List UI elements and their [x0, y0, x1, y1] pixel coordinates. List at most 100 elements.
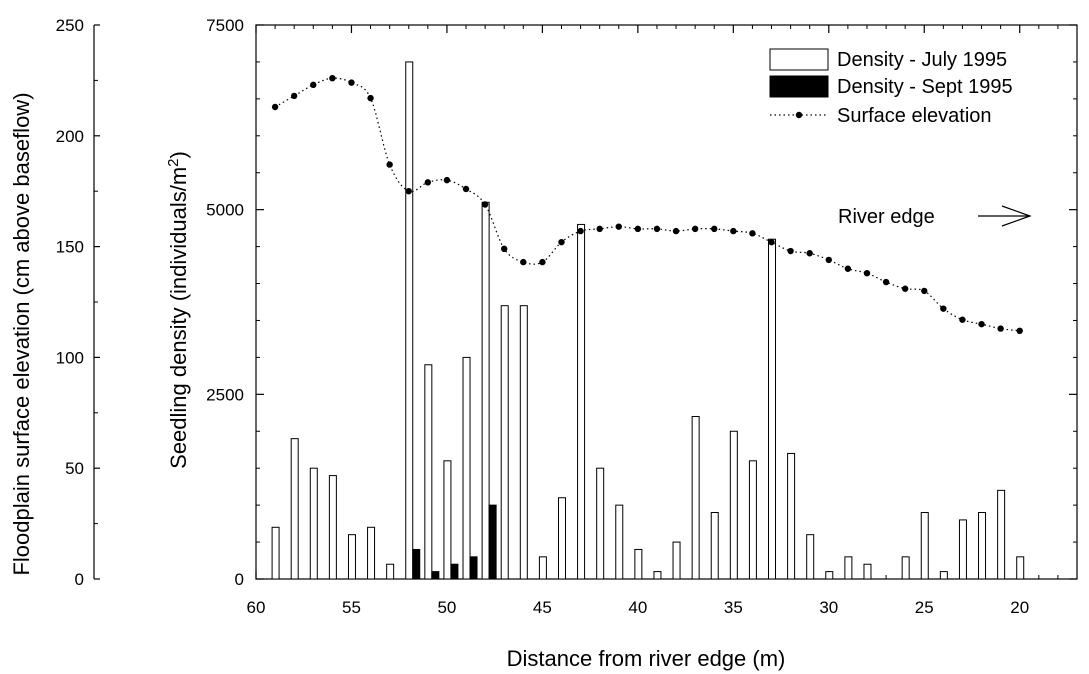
bar-july-1995 [328, 475, 337, 580]
bar-sept-1995 [431, 571, 440, 580]
elevation-point [711, 225, 718, 233]
bar-july-1995 [787, 452, 796, 580]
elevation-point [806, 250, 813, 257]
elevation-point [367, 94, 374, 102]
bar-july-1995 [691, 415, 700, 580]
bar-july-1995 [538, 556, 547, 580]
elevation-point [310, 81, 317, 89]
bar-july-1995 [557, 497, 566, 580]
y-left-tick-label: 250 [56, 16, 84, 35]
y-left-axis-label: Floodplain surface elevation (cm above b… [9, 92, 34, 575]
elevation-point [539, 258, 546, 266]
elevation-point [787, 247, 794, 255]
elevation-point [921, 287, 928, 295]
elevation-point [443, 176, 451, 184]
elevation-point [481, 201, 489, 208]
elevation-point [844, 265, 852, 272]
elevation-point [386, 161, 393, 168]
legend-label-sept: Density - Sept 1995 [837, 76, 1013, 98]
elevation-point [424, 179, 432, 186]
y-left-tick-label: 50 [65, 459, 84, 478]
bar-july-1995 [748, 460, 757, 580]
y-right-axis-label-sup: 2 [165, 158, 182, 166]
bar-july-1995 [844, 556, 853, 580]
elevation-point [290, 92, 298, 100]
bar-july-1995 [825, 571, 834, 580]
elevation-point [558, 238, 565, 246]
y-right-tick-label: 5000 [206, 201, 244, 220]
bar-july-1995 [710, 512, 719, 580]
bar-july-1995 [997, 489, 1006, 580]
bar-july-1995 [615, 504, 624, 580]
elevation-point [882, 278, 890, 286]
legend-swatch-elevation-dot [795, 111, 803, 119]
elevation-point [348, 79, 355, 86]
y-right-tick-label: 7500 [206, 16, 244, 35]
bar-july-1995 [405, 61, 414, 580]
bar-july-1995 [729, 430, 738, 580]
elevation-point [615, 223, 622, 230]
bars-layer [271, 61, 1025, 580]
plot-frame [255, 24, 1078, 580]
river-edge-arrow-icon [978, 205, 1032, 227]
elevation-point [501, 245, 508, 253]
elevation-point [901, 285, 909, 292]
y-right-axis-label: Seedling density (individuals/m2) [165, 151, 192, 469]
elevation-point [520, 258, 527, 266]
elevation-point [768, 238, 775, 246]
bar-sept-1995 [488, 504, 497, 580]
elevation-point [749, 230, 756, 237]
legend: Density - July 1995 Density - Sept 1995 Su… [769, 48, 1013, 127]
elevation-point [940, 305, 947, 312]
elevation-point [730, 227, 737, 235]
y-right-tick-label: 2500 [206, 385, 244, 404]
bar-july-1995 [806, 534, 815, 580]
bar-july-1995 [863, 563, 872, 580]
y-right-axis-label-main: Seedling density (individuals/m [166, 167, 191, 469]
x-tick-label: 55 [342, 598, 361, 617]
elevation-point [634, 225, 642, 233]
elevation-point [863, 269, 871, 277]
bar-july-1995 [309, 467, 318, 580]
bar-july-1995 [1016, 556, 1025, 580]
elevation-point [653, 225, 661, 233]
legend-swatch-sept [769, 75, 829, 98]
bar-july-1995 [367, 526, 376, 580]
elevation-point [577, 227, 584, 235]
annotation-river-edge: River edge [838, 206, 935, 228]
x-tick-label: 25 [915, 598, 934, 617]
bar-july-1995 [634, 548, 643, 580]
bar-july-1995 [768, 238, 777, 580]
x-tick-label: 30 [819, 598, 838, 617]
bar-july-1995 [443, 460, 452, 580]
bar-july-1995 [672, 541, 681, 580]
bar-july-1995 [500, 305, 509, 580]
x-tick-label: 35 [724, 598, 743, 617]
legend-swatch-july [769, 48, 829, 71]
elevation-point [825, 256, 832, 264]
bar-july-1995 [347, 534, 356, 580]
elevation-point [1016, 327, 1023, 335]
bar-july-1995 [939, 571, 948, 580]
legend-label-july: Density - July 1995 [837, 49, 1007, 71]
bar-sept-1995 [450, 563, 459, 580]
elevation-point [329, 74, 336, 82]
bar-july-1995 [424, 364, 433, 580]
y-right-tick-label: 0 [235, 570, 244, 589]
bar-july-1995 [596, 467, 605, 580]
elevation-point [271, 103, 279, 111]
bar-july-1995 [958, 519, 967, 580]
bar-july-1995 [519, 305, 528, 580]
y-right-axis-label-end: ) [166, 151, 191, 158]
elevation-point [997, 325, 1004, 332]
elevation-point [978, 320, 985, 328]
y-left-tick-label: 150 [56, 238, 84, 257]
elevation-point [672, 227, 680, 235]
bar-july-1995 [290, 438, 299, 580]
x-tick-label: 20 [1010, 598, 1029, 617]
x-tick-label: 60 [247, 598, 266, 617]
bar-july-1995 [481, 201, 490, 580]
elevation-point [691, 225, 699, 233]
